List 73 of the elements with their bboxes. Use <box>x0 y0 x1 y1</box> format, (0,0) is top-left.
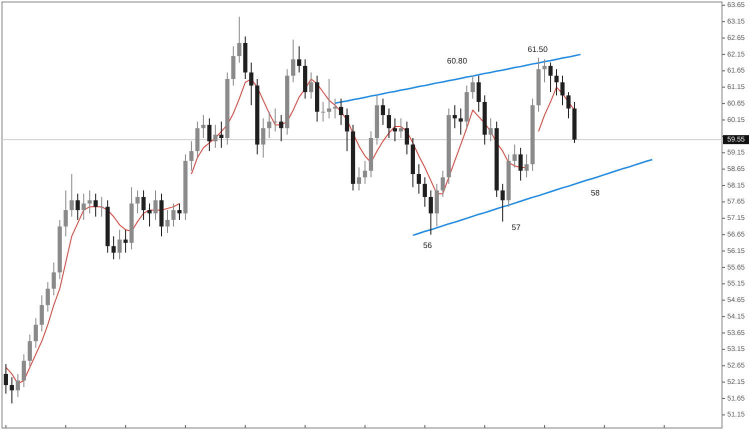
candlestick <box>231 46 236 86</box>
candlestick <box>309 72 314 100</box>
candlestick <box>76 193 80 220</box>
candlestick <box>404 121 409 155</box>
candlestick <box>4 364 8 394</box>
candlestick <box>10 376 14 404</box>
candlestick <box>82 193 86 220</box>
candlestick <box>219 121 224 148</box>
candlestick <box>189 140 194 172</box>
candlestick <box>452 104 457 129</box>
candlestick <box>165 210 170 234</box>
candlestick <box>416 164 421 194</box>
candlestick <box>279 114 284 142</box>
candlestick <box>326 78 332 119</box>
candlestick <box>213 124 218 148</box>
candlestick <box>500 183 505 222</box>
candlestick <box>512 144 517 168</box>
candlestick <box>147 203 152 227</box>
candlestick <box>261 118 266 158</box>
candlestick <box>118 229 122 260</box>
candlestick <box>22 354 26 388</box>
candlestick <box>88 190 92 214</box>
candlestick <box>338 98 344 126</box>
candlestick <box>524 154 529 178</box>
candlestick <box>207 118 212 152</box>
candlestick <box>28 334 32 368</box>
candlestick <box>488 118 493 142</box>
line-series <box>412 158 654 236</box>
candlestick <box>560 75 565 106</box>
annotation: 57 <box>512 222 522 232</box>
candlestick <box>470 75 475 100</box>
candlestick <box>566 92 571 119</box>
candlestick <box>34 318 38 348</box>
candlestick <box>297 46 302 73</box>
candlestick <box>554 68 559 96</box>
candlestick <box>153 190 158 220</box>
candlestick <box>518 147 523 182</box>
candlestick <box>94 193 98 218</box>
candlestick <box>40 294 44 332</box>
candlestick <box>171 203 176 227</box>
candlestick <box>440 170 445 198</box>
candlestick <box>476 75 481 112</box>
candlestick <box>16 373 20 398</box>
candlestick <box>70 174 74 218</box>
annotation: 56 <box>423 240 433 250</box>
candlestick <box>237 16 242 64</box>
candlestick <box>195 121 200 158</box>
annotation: 61.50 <box>528 44 548 54</box>
candlestick <box>177 203 182 220</box>
candlestick <box>344 108 350 152</box>
candlestick <box>428 190 433 236</box>
candlestick <box>392 118 398 142</box>
candlestick <box>52 262 56 296</box>
candlestick <box>422 176 427 208</box>
candlestick <box>291 39 296 83</box>
candlestick <box>112 236 116 260</box>
candlestick <box>249 62 254 106</box>
candlestick <box>141 190 146 220</box>
candlestick <box>135 190 140 214</box>
candlestick <box>356 166 362 191</box>
candlestick <box>46 282 50 312</box>
candlestick <box>386 108 392 138</box>
candlestick <box>380 98 386 126</box>
candlestick <box>362 160 368 184</box>
candlestick <box>548 62 553 93</box>
candlestick <box>398 118 403 138</box>
annotation: 58 <box>590 188 600 198</box>
annotation: 60.80 <box>447 56 468 66</box>
candlestick <box>64 190 68 237</box>
candlestick <box>123 229 128 254</box>
candlestick <box>434 183 439 227</box>
line-series <box>334 54 582 104</box>
candlestick <box>458 108 463 136</box>
